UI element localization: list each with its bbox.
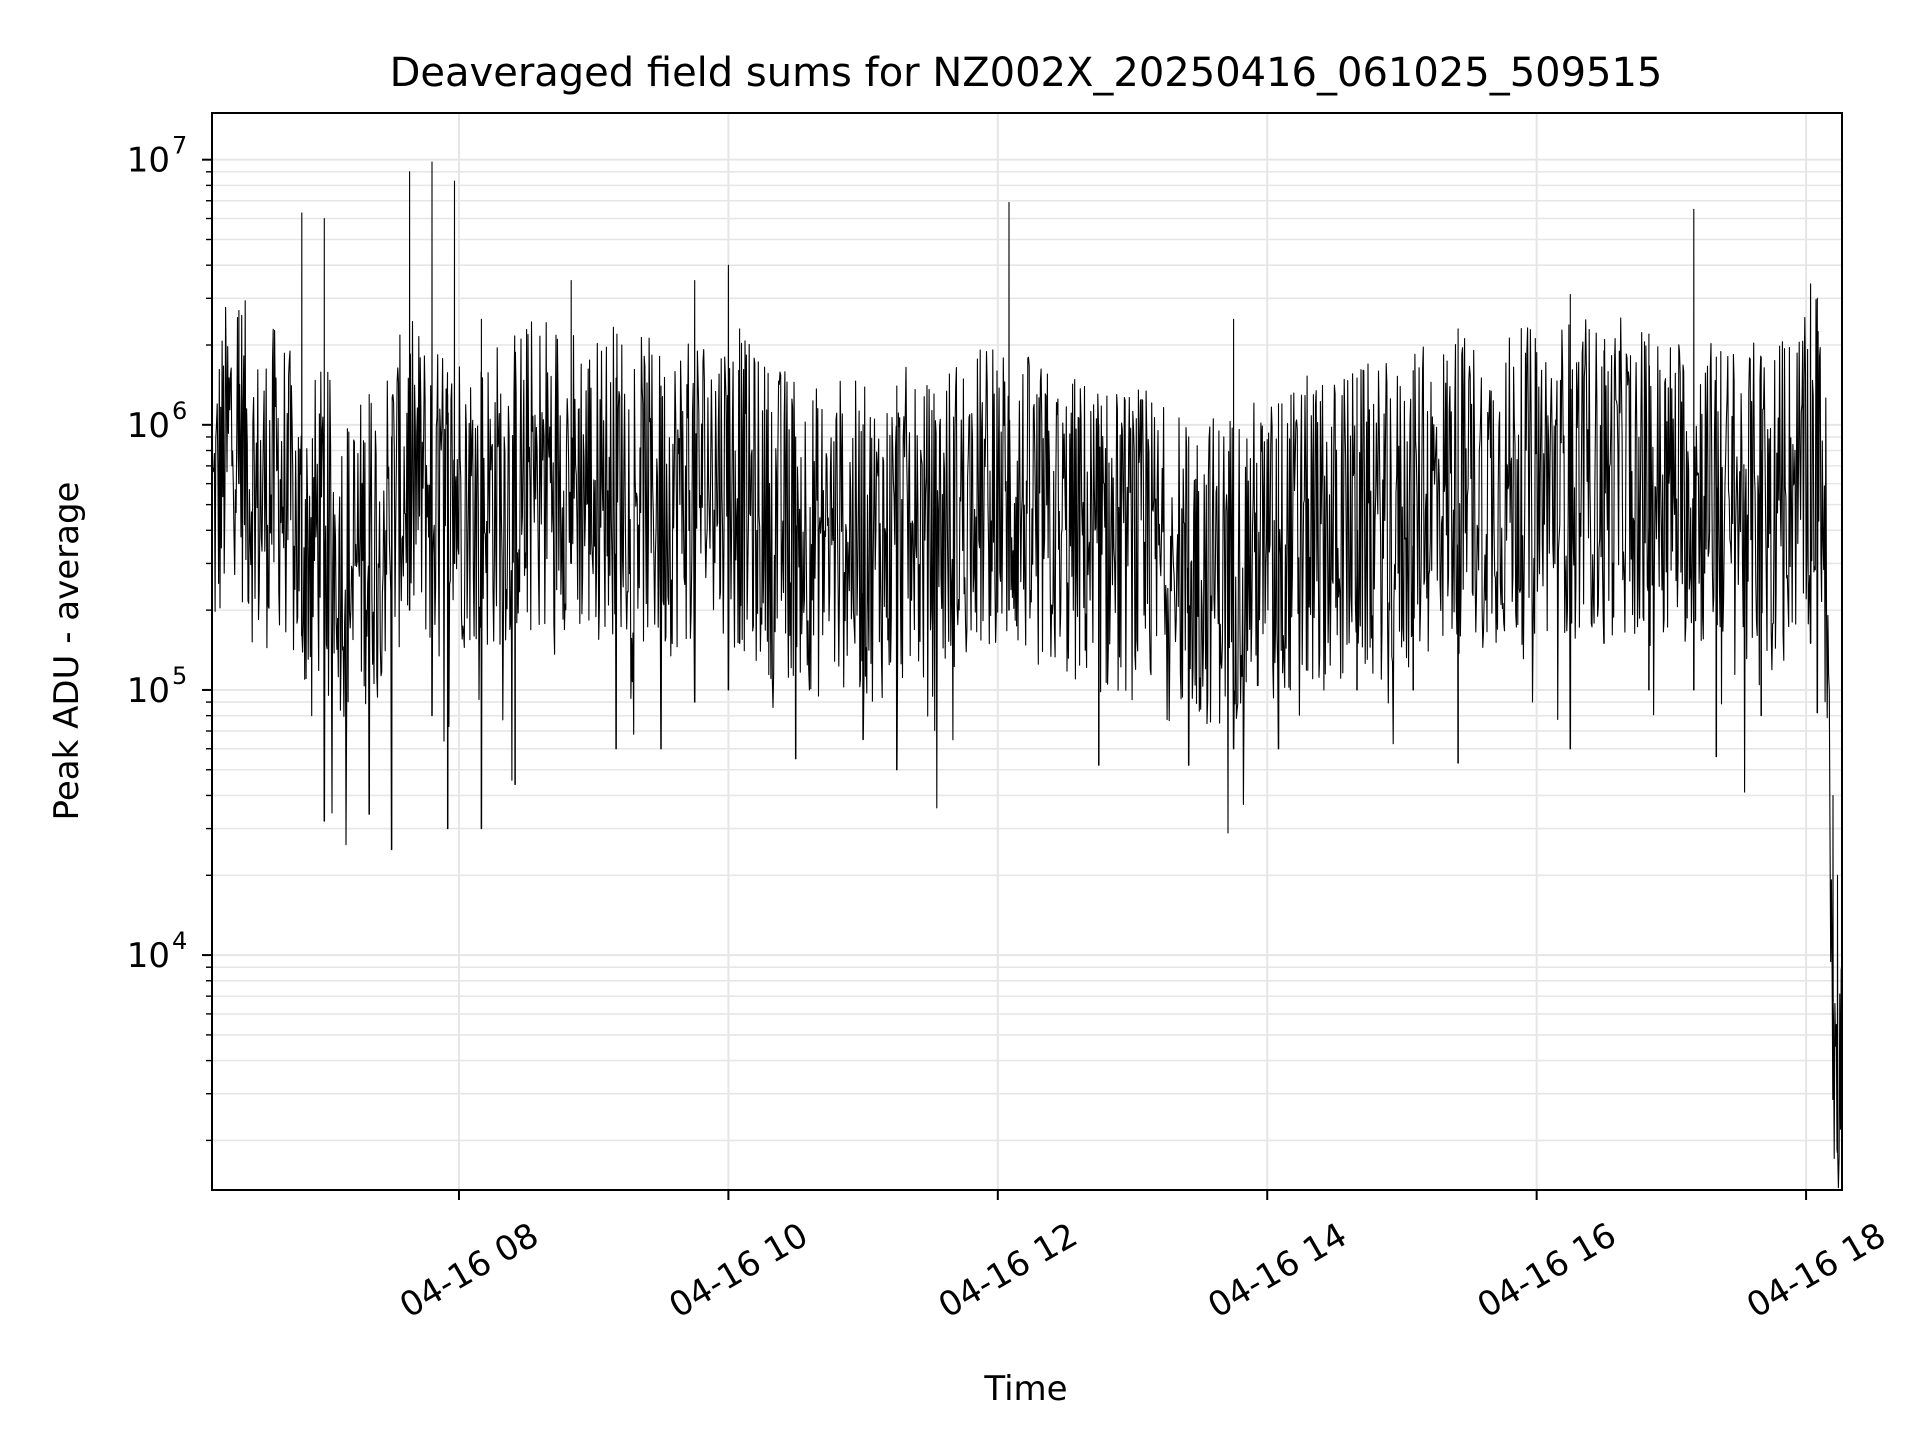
y-tick-label: 10	[127, 671, 170, 711]
x-axis-label: Time	[983, 1369, 1067, 1409]
series-line	[212, 161, 1843, 1189]
y-tick-label: 10	[127, 406, 170, 446]
y-tick-label: 10	[127, 141, 170, 181]
chart-title: Deaveraged field sums for NZ002X_2025041…	[390, 50, 1663, 96]
y-axis-label: Peak ADU - average	[47, 482, 87, 821]
y-tick-exponent: 5	[172, 662, 187, 690]
y-tick-exponent: 4	[172, 927, 187, 955]
y-tick-label: 10	[127, 936, 170, 976]
y-tick-exponent: 7	[172, 132, 187, 160]
y-tick-exponent: 6	[172, 397, 187, 425]
data-series	[212, 161, 1843, 1189]
plot-frame	[211, 112, 1843, 1191]
